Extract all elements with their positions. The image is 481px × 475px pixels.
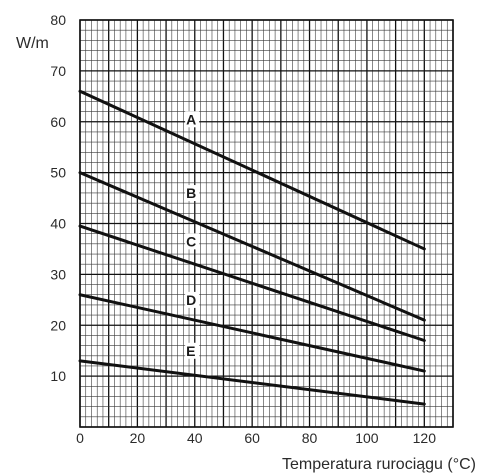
x-tick-label: 20 xyxy=(130,430,146,446)
series-line-d xyxy=(78,293,426,373)
series-label-d: D xyxy=(186,292,196,308)
y-tick-label: 40 xyxy=(50,216,66,232)
y-tick-label: 60 xyxy=(50,114,66,130)
y-tick-label: 30 xyxy=(50,266,66,282)
x-tick-label: 40 xyxy=(187,430,203,446)
x-tick-label: 80 xyxy=(302,430,318,446)
series-label-e: E xyxy=(186,343,195,359)
series-line-a xyxy=(78,89,426,251)
x-tick-label: 100 xyxy=(355,430,379,446)
x-axis-label: Temperatura rurociągu (°C) xyxy=(282,456,476,473)
chart-series xyxy=(78,89,426,406)
series-label-b: B xyxy=(186,185,196,201)
y-tick-label: 10 xyxy=(50,368,66,384)
plot-frame xyxy=(79,19,454,428)
series-label-bg-e xyxy=(185,342,200,359)
series-label-bg-c xyxy=(185,233,200,250)
series-label-a: A xyxy=(186,111,196,127)
y-axis-label: W/m xyxy=(16,35,49,52)
y-tick-label: 80 xyxy=(50,12,66,28)
series-label-bg-d xyxy=(185,291,200,308)
chart-ticks: 0 20 40 60 80 100 120 10 20 30 40 50 60 70 80 xyxy=(50,12,436,446)
y-tick-label: 20 xyxy=(50,317,66,333)
x-tick-label: 120 xyxy=(413,430,437,446)
series-line-b xyxy=(78,171,426,322)
series-line-e xyxy=(78,359,426,406)
series-label-bg-a xyxy=(185,111,200,128)
series-line-c xyxy=(78,224,426,343)
y-tick-label: 50 xyxy=(50,165,66,181)
series-label-bg-b xyxy=(185,185,200,202)
chart-series-labels: A B C D E xyxy=(185,111,200,359)
series-label-c: C xyxy=(186,233,196,249)
x-tick-label: 60 xyxy=(244,430,260,446)
y-tick-label: 70 xyxy=(50,63,66,79)
chart-grid xyxy=(79,19,454,428)
x-tick-label: 0 xyxy=(76,430,84,446)
